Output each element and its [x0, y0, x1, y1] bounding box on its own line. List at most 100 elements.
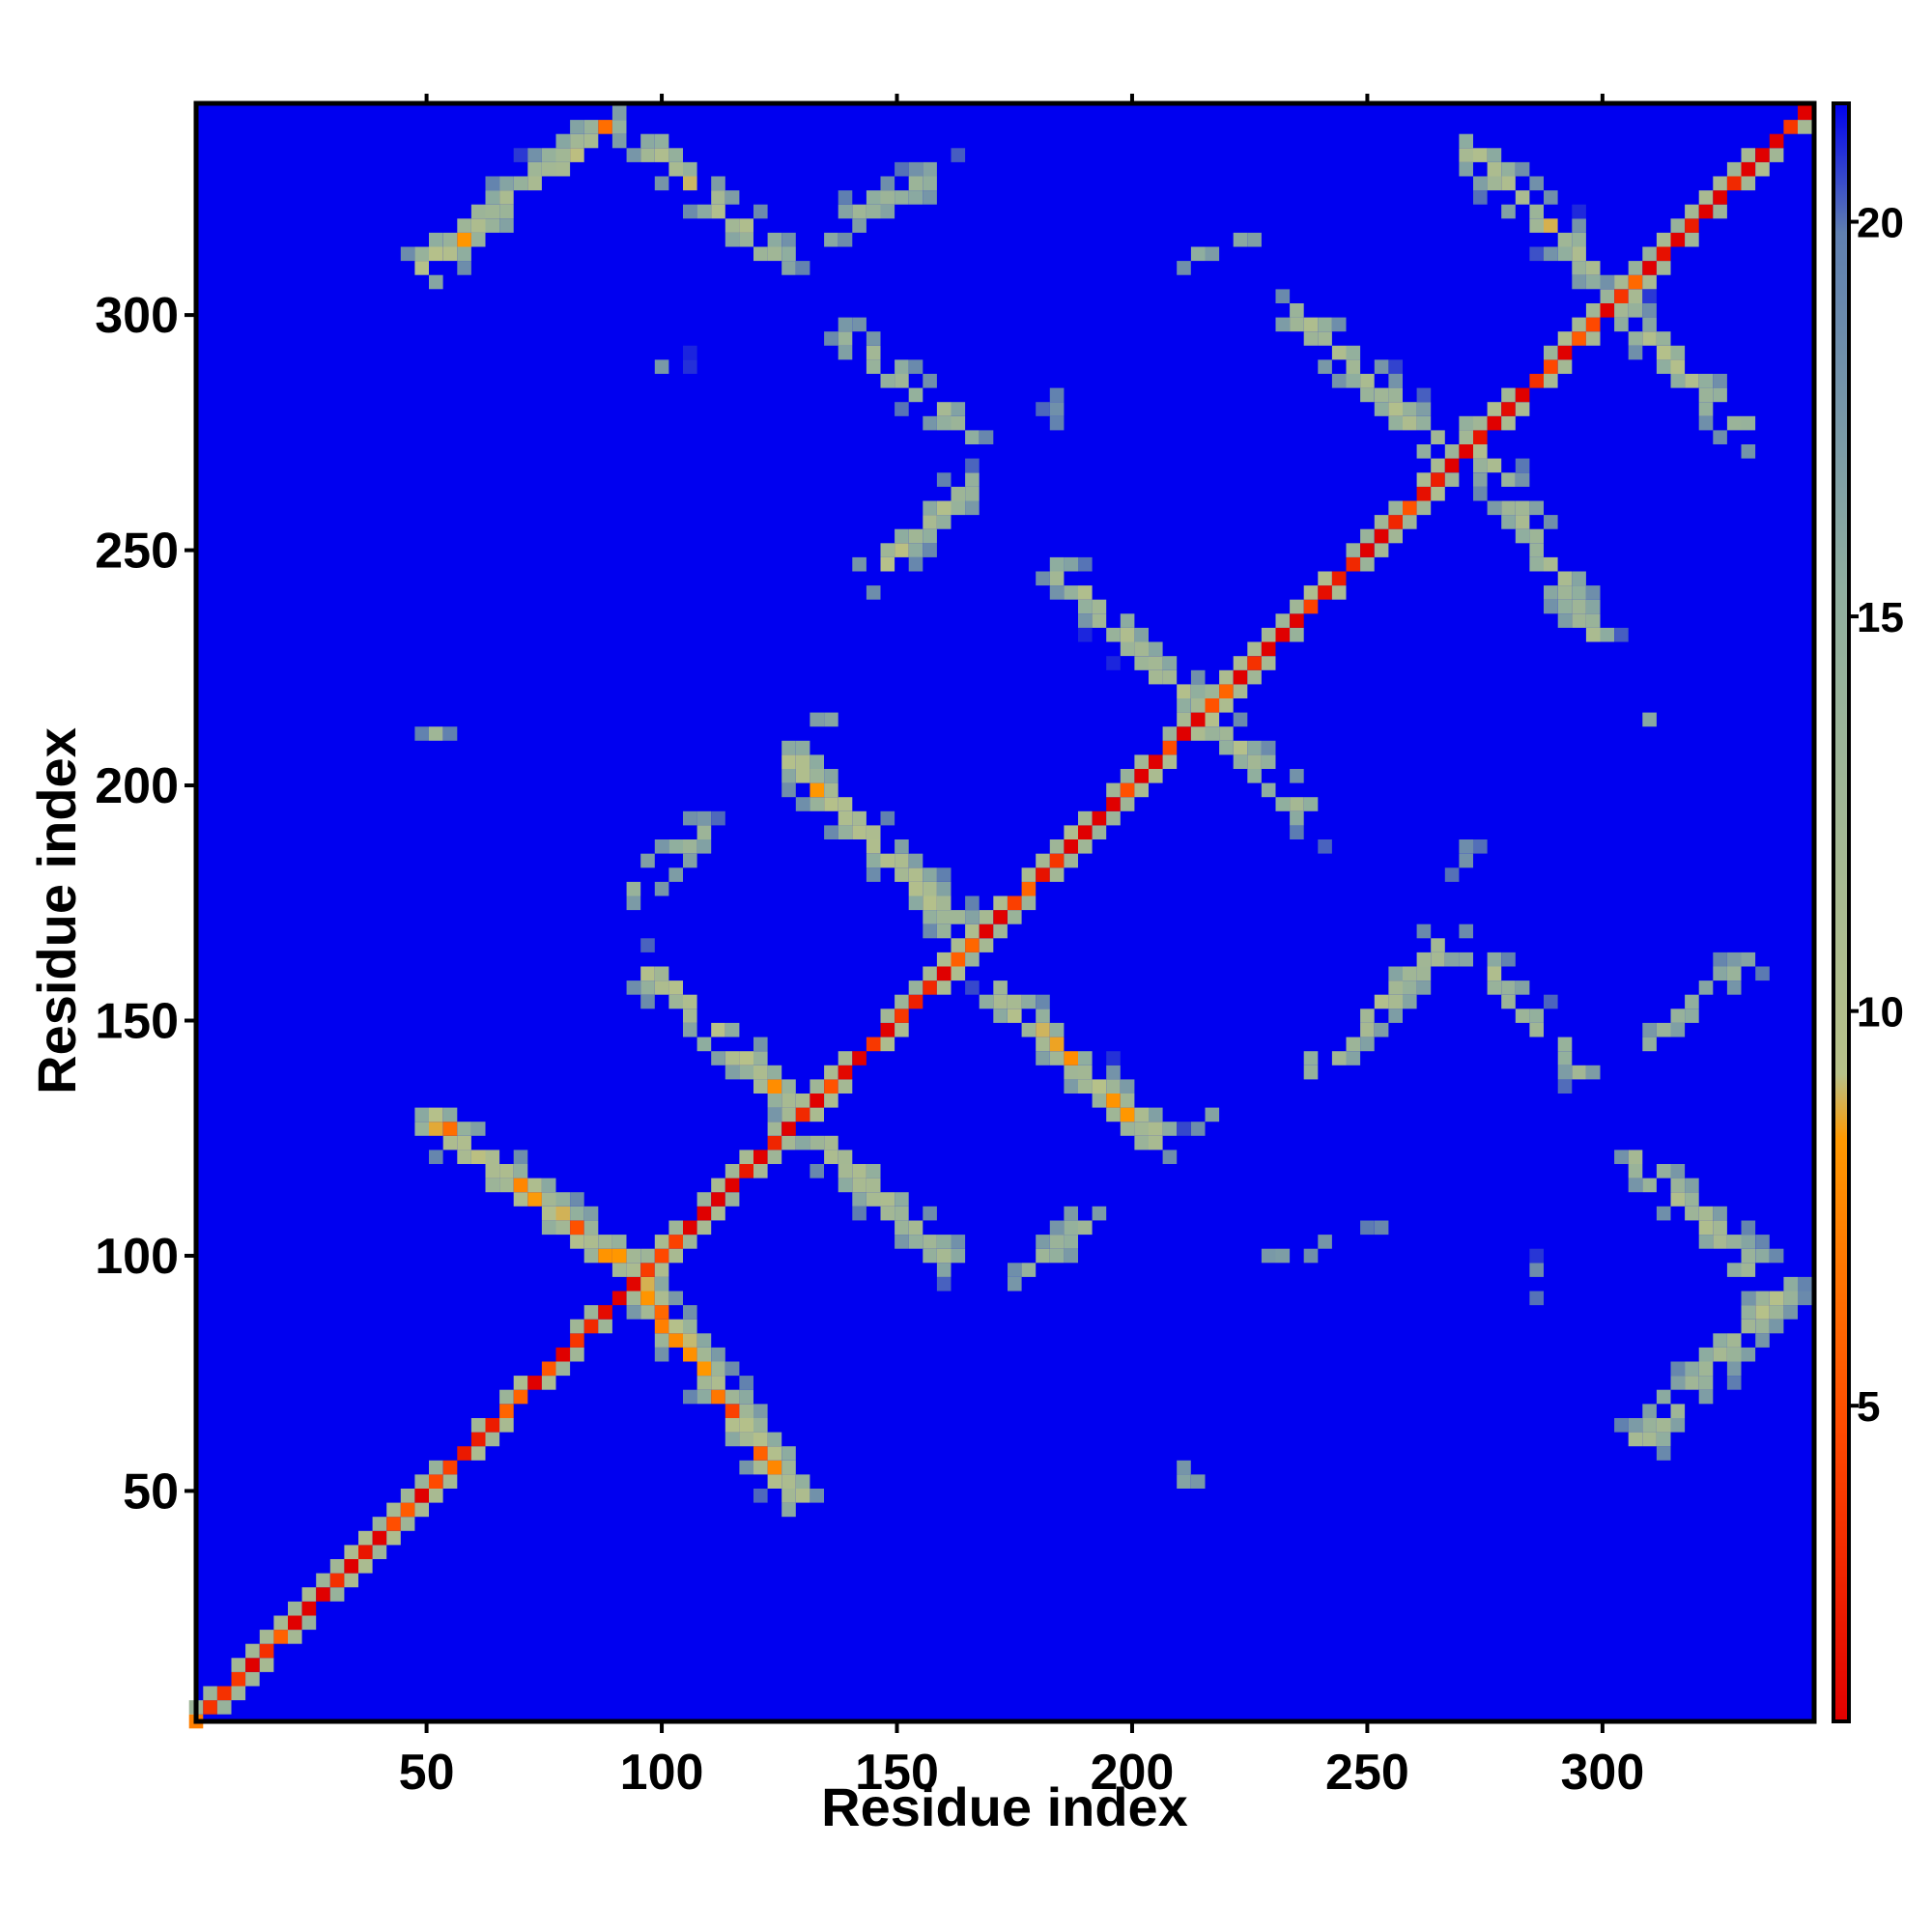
- heatmap-cell: [1360, 528, 1375, 544]
- heatmap-cell: [1614, 627, 1629, 642]
- heatmap-cell: [1064, 1079, 1078, 1094]
- heatmap-cell: [654, 966, 669, 981]
- heatmap-cell: [640, 1263, 655, 1277]
- heatmap-cell: [1713, 374, 1727, 388]
- heatmap-cell: [1628, 1164, 1643, 1179]
- heatmap-cell: [1318, 839, 1332, 854]
- heatmap-cell: [1346, 359, 1361, 374]
- heatmap-cell: [936, 415, 952, 431]
- heatmap-cell: [1572, 218, 1586, 233]
- heatmap-cell: [1261, 754, 1276, 769]
- heatmap-cell: [1783, 1291, 1798, 1306]
- heatmap-cell: [1360, 543, 1375, 557]
- heatmap-cell: [979, 910, 994, 924]
- heatmap-cell: [979, 923, 994, 939]
- heatmap-cell: [1036, 1051, 1050, 1065]
- heatmap-cell: [429, 1122, 443, 1136]
- x-tick-label: 100: [620, 1745, 704, 1801]
- heatmap-cell: [1008, 994, 1022, 1009]
- heatmap-cell: [1177, 712, 1191, 727]
- heatmap-cell: [1783, 1276, 1798, 1292]
- heatmap-cell: [1529, 204, 1544, 219]
- heatmap-cell: [993, 994, 1008, 1009]
- heatmap-cell: [1656, 1164, 1671, 1179]
- heatmap-cell: [1106, 1094, 1121, 1108]
- heatmap-cell: [895, 1192, 909, 1207]
- heatmap-cell: [1557, 1065, 1573, 1080]
- heatmap-cell: [1162, 740, 1178, 755]
- heatmap-cell: [470, 1418, 486, 1433]
- heatmap-cell: [429, 232, 443, 247]
- heatmap-cell: [781, 1446, 796, 1461]
- heatmap-cell: [316, 1573, 330, 1588]
- plot-frame: [193, 100, 1817, 1724]
- heatmap-cell: [1190, 698, 1206, 713]
- heatmap-cell: [767, 1079, 782, 1094]
- heatmap-cell: [1726, 1333, 1742, 1348]
- heatmap-cell: [668, 994, 683, 1009]
- heatmap-cell: [668, 1319, 683, 1334]
- heatmap-cell: [683, 345, 697, 360]
- heatmap-cell: [1726, 1263, 1742, 1277]
- heatmap-cell: [1064, 556, 1078, 572]
- heatmap-cell: [753, 1404, 768, 1418]
- heatmap-cell: [1585, 627, 1601, 642]
- heatmap-cell: [908, 556, 923, 572]
- heatmap-cell: [1247, 754, 1262, 769]
- heatmap-cell: [781, 1122, 796, 1136]
- heatmap-cell: [654, 1235, 669, 1249]
- heatmap-cell: [358, 1545, 373, 1559]
- heatmap-cell: [908, 161, 923, 177]
- heatmap-cell: [583, 133, 599, 149]
- heatmap-cell: [611, 133, 627, 149]
- heatmap-cell: [1726, 1347, 1742, 1362]
- heatmap-cell: [895, 359, 909, 374]
- heatmap-cell: [1741, 148, 1756, 162]
- heatmap-cell: [1515, 500, 1530, 516]
- heatmap-cell: [951, 500, 966, 516]
- heatmap-cell: [908, 895, 923, 911]
- heatmap-cell: [824, 769, 838, 783]
- heatmap-cell: [358, 1559, 373, 1574]
- heatmap-cell: [541, 1178, 556, 1193]
- heatmap-cell: [1403, 500, 1417, 516]
- heatmap-cell: [1331, 1051, 1347, 1065]
- heatmap-cell: [429, 274, 443, 290]
- heatmap-cell: [1459, 430, 1473, 444]
- heatmap-cell: [1205, 726, 1220, 741]
- heatmap-cell: [810, 712, 824, 727]
- heatmap-cell: [993, 923, 1008, 939]
- heatmap-cell: [1303, 797, 1319, 811]
- heatmap-cell: [654, 881, 669, 896]
- heatmap-cell: [880, 810, 895, 826]
- heatmap-cell: [1318, 1235, 1332, 1249]
- heatmap-cell: [1134, 627, 1149, 642]
- heatmap-cell: [1120, 782, 1135, 798]
- heatmap-cell: [1403, 966, 1417, 981]
- heatmap-cell: [1698, 204, 1714, 219]
- heatmap-cell: [1459, 853, 1473, 868]
- heatmap-cell: [1698, 402, 1714, 416]
- heatmap-cell: [611, 1291, 627, 1306]
- heatmap-cell: [683, 810, 697, 826]
- heatmap-cell: [1064, 1248, 1078, 1264]
- colorbar-tick-label: 20: [1857, 200, 1904, 247]
- heatmap-cell: [1233, 656, 1248, 670]
- heatmap-cell: [838, 232, 853, 247]
- heatmap-cell: [429, 246, 443, 262]
- heatmap-cell: [810, 1107, 824, 1122]
- heatmap-cell: [1698, 1361, 1714, 1377]
- heatmap-cell: [1741, 415, 1756, 431]
- heatmap-cell: [499, 1389, 514, 1405]
- heatmap-cell: [1473, 458, 1488, 473]
- heatmap-cell: [654, 839, 669, 854]
- heatmap-cell: [683, 176, 697, 191]
- heatmap-cell: [852, 556, 867, 572]
- heatmap-cell: [527, 148, 542, 162]
- heatmap-cell: [1416, 402, 1432, 416]
- heatmap-cell: [485, 218, 500, 233]
- heatmap-cell: [683, 1319, 697, 1334]
- heatmap-cell: [668, 1248, 683, 1264]
- heatmap-cell: [1713, 176, 1727, 191]
- heatmap-cell: [1444, 458, 1460, 473]
